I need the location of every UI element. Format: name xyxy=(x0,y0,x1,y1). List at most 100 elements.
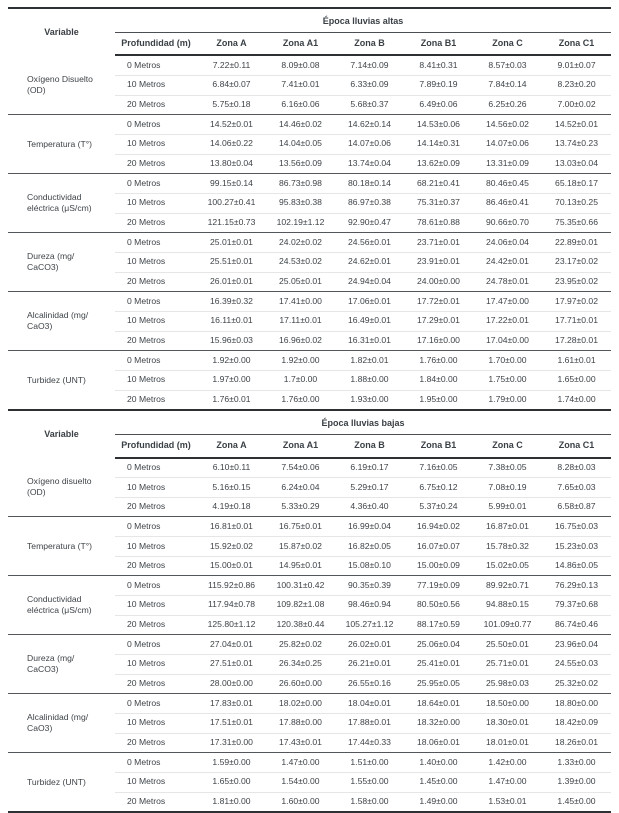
value-cell: 23.71±0.01 xyxy=(404,232,473,253)
value-cell: 13.03±0.04 xyxy=(542,153,612,174)
value-cell: 77.19±0.09 xyxy=(404,575,473,596)
value-cell: 121.15±0.73 xyxy=(197,212,266,233)
depth-label: 10 Metros xyxy=(115,477,197,498)
value-cell: 1.55±0.00 xyxy=(335,772,404,793)
value-cell: 18.42±0.09 xyxy=(542,713,612,734)
value-cell: 7.14±0.09 xyxy=(350,59,389,70)
depth-label: 0 Metros xyxy=(115,173,197,194)
value-cell: 24.56±0.01 xyxy=(335,232,404,253)
zone-column-header: Zona C1 xyxy=(542,434,612,459)
value-cell: 16.96±0.02 xyxy=(266,330,335,351)
value-cell: 23.95±0.02 xyxy=(542,271,612,292)
table-row: 20 Metros 15.00±0.01 14.95±0.01 15.08±0.10 1… xyxy=(8,555,612,576)
value-cell: 101.09±0.77 xyxy=(473,614,542,635)
value-cell: 16.82±0.05 xyxy=(335,536,404,557)
table-row: Alcalinidad (mg/ CaO3) 0 Metros 17.83±0.01… xyxy=(8,693,612,753)
value-cell: 17.06±0.01 xyxy=(335,291,404,312)
depth-label: 10 Metros xyxy=(115,772,197,793)
value-cell: 4.36±0.40 xyxy=(335,496,404,517)
value-cell: 1.51±0.00 xyxy=(335,752,404,773)
table-row: 20 Metros 1.76±0.01 1.76±0.00 1.93±0.00 1.95… xyxy=(8,389,612,411)
depth-label: 10 Metros xyxy=(115,192,197,214)
depth-label: 10 Metros xyxy=(115,251,197,273)
value-cell: 13.80±0.04 xyxy=(197,153,266,174)
value-cell: 15.87±0.02 xyxy=(266,536,335,557)
value-cell: 5.68±0.37 xyxy=(335,94,404,115)
value-cell: 17.11±0.01 xyxy=(266,310,335,332)
value-cell: 1.45±0.00 xyxy=(404,772,473,793)
depth-label: 0 Metros xyxy=(115,350,197,371)
value-cell: 15.92±0.02 xyxy=(197,536,266,557)
value-cell: 23.91±0.01 xyxy=(404,251,473,273)
table-row: 10 Metros 16.11±0.01 17.11±0.01 16.49±0.01 1… xyxy=(8,310,612,332)
variable-column-header: Variable xyxy=(44,26,79,37)
table-row: 10 Metros 17.51±0.01 17.88±0.00 17.88±0.01 1… xyxy=(8,713,612,734)
value-cell: 16.39±0.32 xyxy=(197,291,266,312)
value-cell: 24.06±0.04 xyxy=(473,232,542,253)
table-row: Oxígeno Disuelto (OD) 0 Metros 7.22±0.11 8.… xyxy=(8,55,611,95)
value-cell: 1.74±0.00 xyxy=(542,389,612,411)
value-cell: 25.71±0.01 xyxy=(473,654,542,675)
value-cell: 16.81±0.01 xyxy=(197,516,266,537)
depth-label: 0 Metros xyxy=(115,752,197,773)
value-cell: 17.04±0.00 xyxy=(473,330,542,351)
variable-label: Turbidez (UNT) xyxy=(8,350,115,411)
depth-label: 0 Metros xyxy=(115,693,197,714)
value-cell: 94.88±0.15 xyxy=(473,595,542,616)
table-row: Temperatura (T°) 0 Metros 14.52±0.01 14.46±… xyxy=(8,114,612,174)
value-cell: 16.31±0.01 xyxy=(335,330,404,351)
zone-column-header: Zona A xyxy=(197,32,266,57)
value-cell: 1.39±0.00 xyxy=(542,772,612,793)
value-cell: 86.74±0.46 xyxy=(542,614,612,635)
value-cell: 1.88±0.00 xyxy=(335,369,404,390)
value-cell: 24.02±0.02 xyxy=(266,232,335,253)
value-cell: 13.62±0.09 xyxy=(404,153,473,174)
value-cell: 25.98±0.03 xyxy=(473,673,542,694)
table-row: Dureza (mg/ CaCO3) 0 Metros 25.01±0.01 24.0… xyxy=(8,232,612,292)
value-cell: 102.19±1.12 xyxy=(266,212,335,233)
value-cell: 27.04±0.01 xyxy=(197,634,266,655)
zone-column-header: Zona B xyxy=(335,32,404,57)
table-row: Turbidez (UNT) 0 Metros 1.59±0.00 1.47±0.00… xyxy=(8,752,612,813)
value-cell: 125.80±1.12 xyxy=(197,614,266,635)
depth-label: 10 Metros xyxy=(115,536,197,557)
table-row: Temperatura (T°) 0 Metros 16.81±0.01 16.75±… xyxy=(8,516,612,576)
value-cell: 14.07±0.06 xyxy=(473,133,542,155)
value-cell: 17.44±0.33 xyxy=(335,732,404,753)
value-cell: 18.64±0.01 xyxy=(404,693,473,714)
value-cell: 18.02±0.00 xyxy=(266,693,335,714)
depth-label: 20 Metros xyxy=(115,389,197,411)
value-cell: 1.82±0.01 xyxy=(335,350,404,371)
depth-label: 10 Metros xyxy=(115,133,197,155)
value-cell: 17.88±0.00 xyxy=(266,713,335,734)
zone-column-header: Zona C xyxy=(473,32,542,57)
value-cell: 7.84±0.14 xyxy=(473,75,542,96)
zone-column-header: Zona A1 xyxy=(266,32,335,57)
value-cell: 23.96±0.04 xyxy=(542,634,612,655)
table-row: Conductividad eléctrica (μS/cm) 0 Metros 9… xyxy=(8,173,612,233)
table-row: 20 Metros 5.75±0.18 6.16±0.06 5.68±0.37 6.49… xyxy=(8,94,612,115)
value-cell: 25.32±0.02 xyxy=(542,673,612,694)
value-cell: 5.99±0.01 xyxy=(473,496,542,517)
value-cell: 22.89±0.01 xyxy=(542,232,612,253)
depth-label: 0 Metros xyxy=(127,461,161,472)
variable-label: Turbidez (UNT) xyxy=(8,752,115,813)
variable-label: Oxígeno disuelto (OD) xyxy=(27,475,92,497)
value-cell: 16.49±0.01 xyxy=(335,310,404,332)
table-row: 20 Metros 26.01±0.01 25.05±0.01 24.94±0.04 2… xyxy=(8,271,612,292)
value-cell: 6.10±0.11 xyxy=(212,461,251,472)
value-cell: 86.97±0.38 xyxy=(335,192,404,214)
value-cell: 1.65±0.00 xyxy=(542,369,612,390)
table-row: 20 Metros 13.80±0.04 13.56±0.09 13.74±0.04 1… xyxy=(8,153,612,174)
depth-label: 20 Metros xyxy=(115,496,197,517)
depth-label: 10 Metros xyxy=(115,75,197,96)
value-cell: 6.16±0.06 xyxy=(266,94,335,115)
value-cell: 1.92±0.00 xyxy=(266,350,335,371)
value-cell: 17.22±0.01 xyxy=(473,310,542,332)
value-cell: 28.00±0.00 xyxy=(197,673,266,694)
value-cell: 99.15±0.14 xyxy=(197,173,266,194)
value-cell: 76.29±0.13 xyxy=(542,575,612,596)
value-cell: 1.58±0.00 xyxy=(335,791,404,813)
value-cell: 18.50±0.00 xyxy=(473,693,542,714)
value-cell: 1.92±0.00 xyxy=(197,350,266,371)
